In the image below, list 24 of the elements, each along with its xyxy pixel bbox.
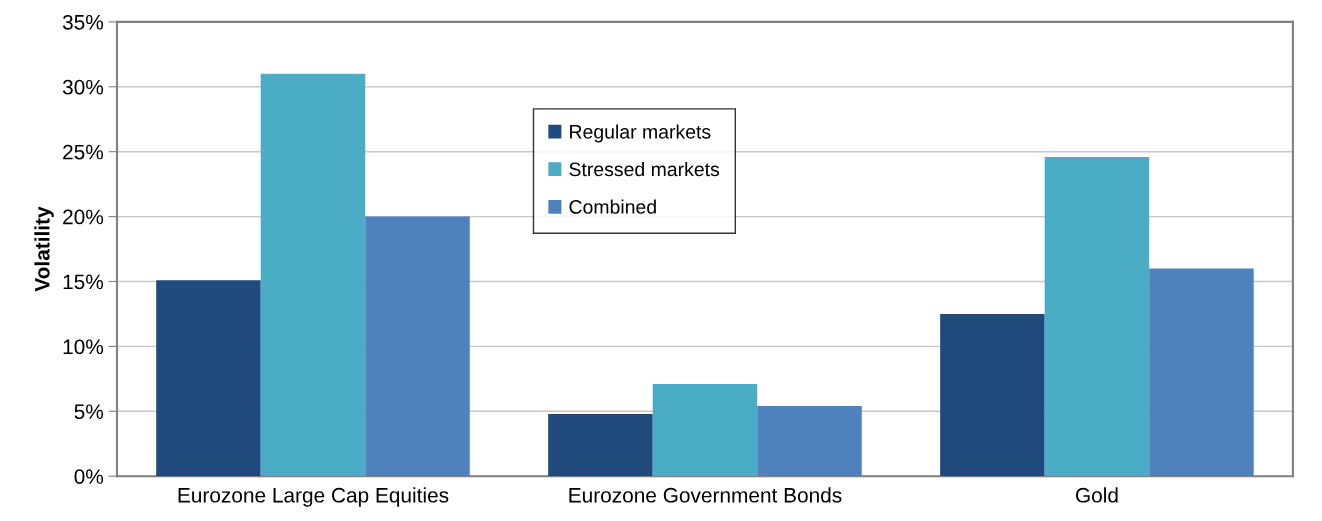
bar (757, 406, 862, 477)
bar (260, 73, 366, 477)
y-tick-label: 0% (74, 469, 104, 484)
y-tick-label: 30% (62, 79, 104, 95)
legend-label: Combined (569, 199, 656, 214)
y-tick-label: 5% (74, 404, 104, 420)
legend-label: Stressed markets (569, 161, 720, 177)
y-tick-label: 35% (62, 14, 104, 30)
bar (365, 216, 470, 477)
y-axis-title: Volatility (34, 206, 54, 292)
bar (548, 413, 653, 477)
y-tick-label: 15% (63, 274, 104, 290)
y-tick-label: 10% (63, 339, 104, 355)
bar (940, 313, 1045, 477)
x-tick-label: Eurozone Large Cap Equities (178, 487, 449, 507)
bar (1044, 156, 1150, 477)
x-tick-label: Gold (1075, 487, 1118, 503)
x-tick-label: Eurozone Government Bonds (569, 487, 842, 503)
bar (156, 280, 261, 477)
bar (652, 384, 758, 477)
legend-label: Regular markets (570, 124, 711, 143)
bar (1149, 268, 1254, 477)
y-tick-label: 20% (63, 209, 104, 225)
y-tick-label: 25% (63, 144, 104, 160)
